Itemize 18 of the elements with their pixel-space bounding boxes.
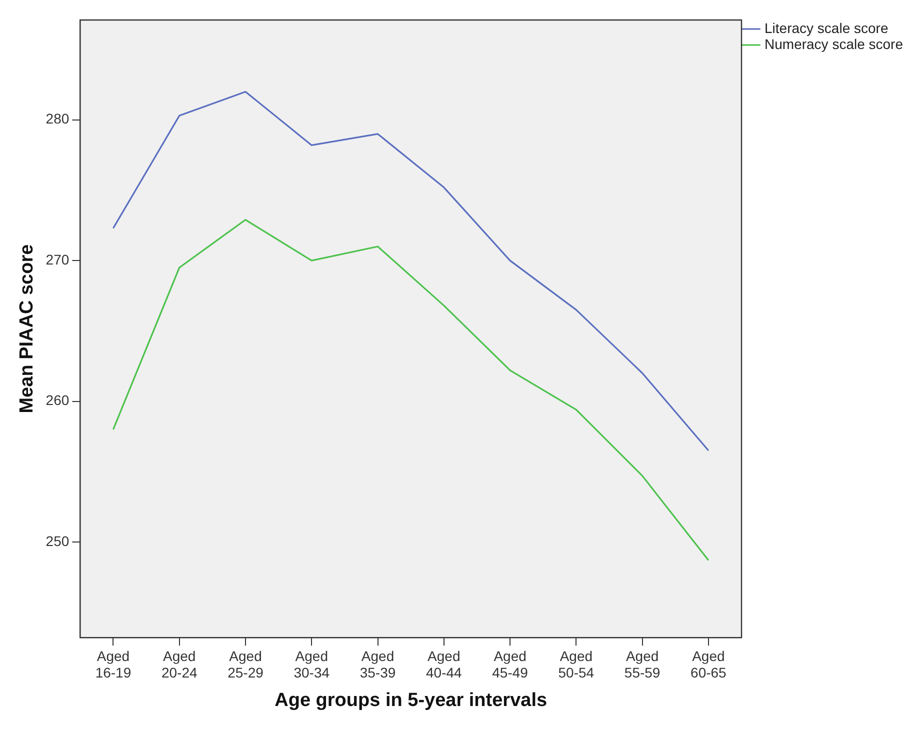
y-tick-label: 280 [46, 110, 70, 127]
x-tick-label: Aged 55-59 [624, 648, 660, 681]
x-tick-label: Aged 30-34 [294, 648, 330, 681]
y-tick-label: 260 [46, 392, 70, 408]
y-tick-label: 250 [46, 532, 70, 549]
x-tick-label: Aged 25-29 [228, 648, 264, 681]
x-tick-label: Aged 45-49 [492, 648, 528, 681]
x-tick-label: Aged 35-39 [360, 648, 396, 681]
legend-label: Numeracy scale score [764, 36, 904, 52]
x-tick-label: Aged 40-44 [426, 648, 462, 681]
y-axis-title: Mean PIAAC score [16, 244, 38, 414]
x-axis-title: Age groups in 5-year intervals [274, 690, 548, 711]
x-tick-label: Aged 60-65 [690, 648, 727, 681]
x-tick-label: Aged 50-54 [558, 648, 594, 681]
x-tick-label: Aged 16-19 [95, 648, 132, 681]
y-tick-label: 270 [46, 251, 70, 268]
x-tick-label: Aged 20-24 [161, 648, 198, 681]
legend-label: Literacy scale score [764, 20, 888, 36]
